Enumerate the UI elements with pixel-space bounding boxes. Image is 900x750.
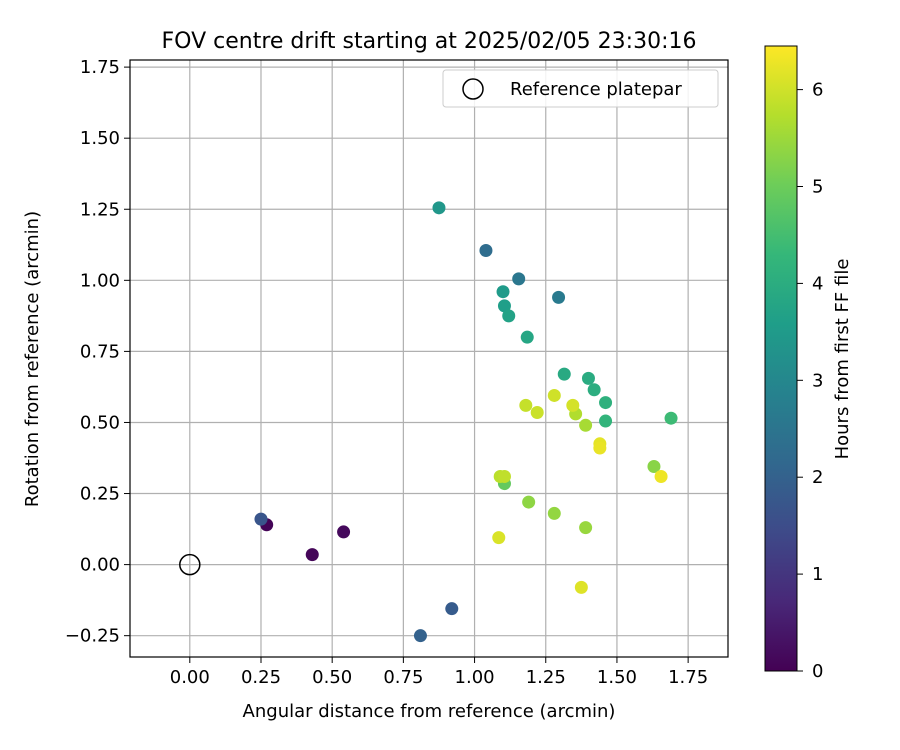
colorbar-tick-label: 3 — [812, 370, 823, 391]
data-point — [522, 495, 536, 509]
colorbar: 0 1 2 3 4 5 6 Hours from first FF file — [764, 45, 853, 682]
y-tick-label: 1.50 — [80, 128, 120, 149]
colorbar-tick-label: 0 — [812, 661, 823, 682]
data-point — [547, 388, 561, 402]
x-tick-label: 0.75 — [383, 667, 423, 688]
data-point — [445, 602, 459, 616]
data-point — [492, 531, 506, 545]
data-point — [664, 411, 678, 425]
legend-reference-marker — [462, 78, 484, 100]
data-point — [557, 367, 571, 381]
y-tick-label: 0.25 — [80, 484, 120, 505]
data-point — [479, 243, 493, 257]
data-point — [337, 525, 351, 539]
data-point — [579, 418, 593, 432]
data-point — [593, 441, 607, 455]
data-point — [552, 290, 566, 304]
x-tick-label: 1.00 — [455, 667, 495, 688]
x-tick-label: 0.50 — [312, 667, 352, 688]
data-point — [497, 469, 511, 483]
data-point — [581, 371, 595, 385]
reference-layer — [179, 553, 201, 576]
data-point — [519, 398, 533, 412]
data-point — [647, 460, 661, 474]
data-point — [432, 201, 446, 215]
y-tick-label: 0.75 — [80, 341, 120, 362]
y-tick-label: 0.00 — [80, 555, 120, 576]
x-tick-label: 1.50 — [597, 667, 637, 688]
data-point — [413, 629, 427, 643]
y-tick-label: −0.25 — [65, 626, 120, 647]
colorbar-bar — [764, 45, 798, 672]
legend-entry-reference: Reference platepar — [510, 79, 682, 100]
data-point — [599, 396, 613, 410]
data-point — [497, 299, 511, 313]
plot-frame — [129, 59, 729, 658]
scatter-points — [254, 201, 678, 643]
colorbar-tick-label: 5 — [812, 177, 823, 198]
colorbar-tick-label: 4 — [812, 273, 823, 294]
data-point — [579, 521, 593, 535]
y-tick-label: 1.25 — [80, 199, 120, 220]
x-axis-ticks: 0.00 0.25 0.50 0.75 1.00 1.25 1.50 1.75 — [170, 657, 708, 688]
legend: Reference platepar — [442, 69, 719, 108]
data-point — [587, 383, 601, 397]
data-point — [496, 285, 510, 299]
grid — [130, 60, 728, 657]
x-tick-label: 0.25 — [241, 667, 281, 688]
reference-platepar-marker — [179, 553, 201, 576]
data-point — [305, 548, 319, 562]
colorbar-label: Hours from first FF file — [832, 259, 853, 460]
y-axis-ticks: −0.25 0.00 0.25 0.50 0.75 1.00 1.25 1.50 1.75 — [65, 57, 130, 647]
y-axis-label: Rotation from reference (arcmin) — [22, 211, 43, 507]
data-point — [530, 406, 544, 420]
y-tick-label: 1.00 — [80, 270, 120, 291]
x-tick-label: 1.75 — [668, 667, 708, 688]
chart-title: FOV centre drift starting at 2025/02/05 … — [162, 29, 697, 54]
data-point — [547, 506, 561, 520]
data-point — [512, 272, 526, 286]
data-point — [574, 580, 588, 594]
colorbar-tick-label: 1 — [812, 564, 823, 585]
colorbar-tick-label: 6 — [812, 80, 823, 101]
data-point — [502, 309, 516, 323]
x-tick-label: 1.25 — [526, 667, 566, 688]
data-point — [520, 330, 534, 344]
y-tick-label: 1.75 — [80, 57, 120, 78]
colorbar-ticks: 0 1 2 3 4 5 6 — [797, 80, 823, 682]
colorbar-tick-label: 2 — [812, 467, 823, 488]
y-tick-label: 0.50 — [80, 412, 120, 433]
legend-box — [442, 69, 719, 108]
data-point — [599, 414, 613, 428]
x-axis-label: Angular distance from reference (arcmin) — [243, 701, 616, 722]
data-point — [254, 512, 268, 526]
data-point — [654, 469, 668, 483]
data-point — [566, 398, 580, 412]
x-tick-label: 0.00 — [170, 667, 210, 688]
